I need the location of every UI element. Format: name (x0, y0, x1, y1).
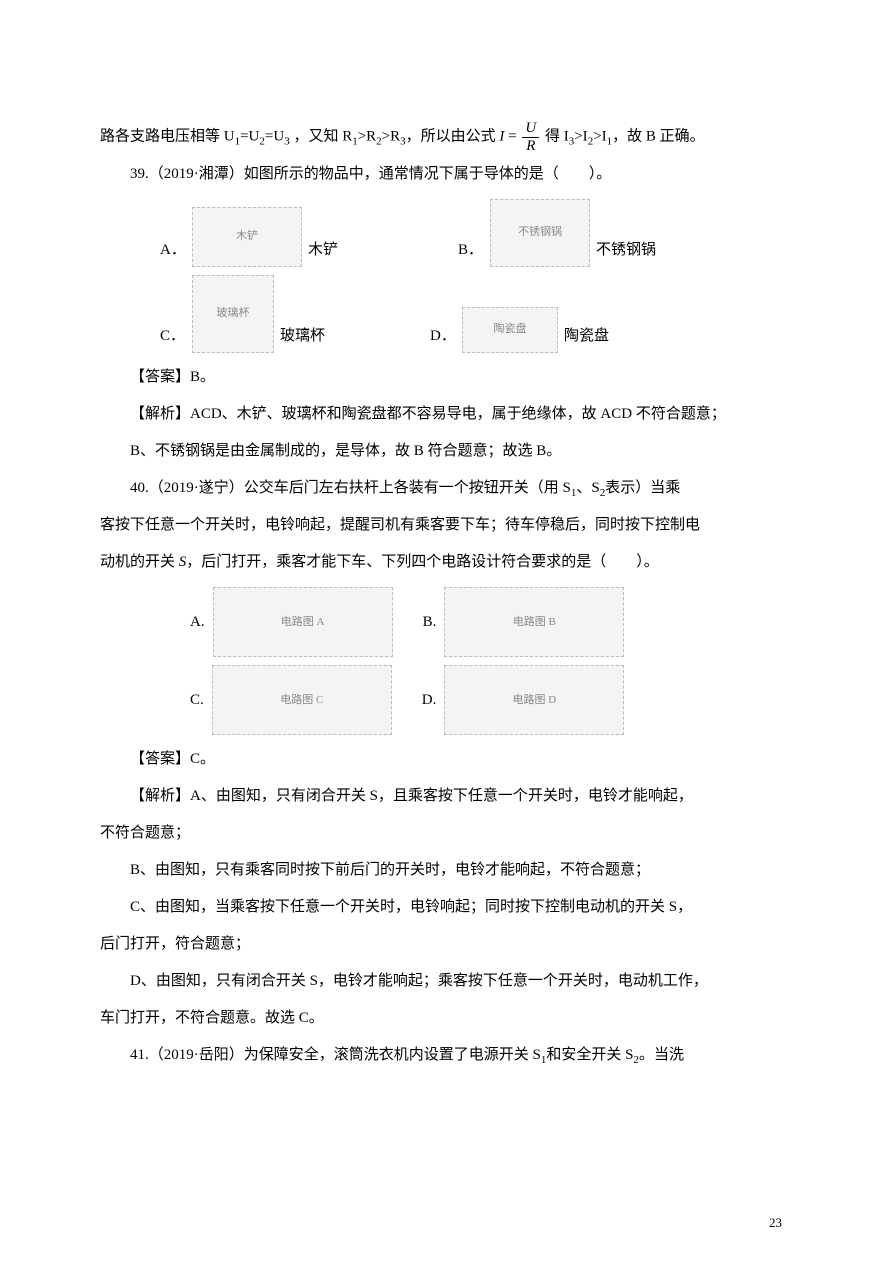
q40-exp-b: B、由图知，只有乘客同时按下前后门的开关时，电铃才能响起，不符合题意； (100, 854, 792, 887)
circuit-b-image: 电路图 B (444, 587, 624, 657)
q40-option-b: B. 电路图 B (423, 587, 625, 657)
text: 。当洗 (639, 1047, 684, 1063)
text: 得 I (541, 128, 569, 144)
q40-exp-d2: 车门打开，不符合题意。故选 C。 (100, 1002, 792, 1035)
text: ，又知 R (290, 128, 353, 144)
spatula-image: 木铲 (192, 207, 302, 267)
circuit-a-image: 电路图 A (213, 587, 393, 657)
q39-options-row2: C． 玻璃杯 玻璃杯 D． 陶瓷盘 陶瓷盘 (160, 275, 792, 353)
text: >I (593, 128, 606, 144)
numerator: U (522, 120, 539, 138)
q39-option-d: D． 陶瓷盘 陶瓷盘 (430, 307, 624, 353)
text: >I (574, 128, 587, 144)
text: 、S (576, 480, 599, 496)
formula-fraction: UR (522, 120, 539, 154)
circuit-c-image: 电路图 C (212, 665, 392, 735)
q39-explain-2: B、不锈钢锅是由金属制成的，是导体，故 B 符合题意；故选 B。 (100, 435, 792, 468)
q39-options-row1: A． 木铲 木铲 B． 不锈钢锅 不锈钢锅 (160, 199, 792, 267)
q40-circuit-row1: A. 电路图 A B. 电路图 B (190, 587, 792, 657)
ceramic-plate-image: 陶瓷盘 (462, 307, 558, 353)
q41-stem: 41.（2019·岳阳）为保障安全，滚筒洗衣机内设置了电源开关 S1和安全开关 … (100, 1039, 792, 1072)
text: 路各支路电压相等 U (100, 128, 235, 144)
option-label: D． (430, 320, 456, 353)
circuit-d-image: 电路图 D (444, 665, 624, 735)
q40-stem-2: 客按下任意一个开关时，电铃响起，提醒司机有乘客要下车；待车停稳后，同时按下控制电 (100, 509, 792, 542)
text: 动机的开关 (100, 554, 179, 570)
q40-exp-d: D、由图知，只有闭合开关 S，电铃才能响起；乘客按下任意一个开关时，电动机工作， (100, 965, 792, 998)
option-text: 木铲 (308, 234, 368, 267)
option-text: 玻璃杯 (280, 320, 340, 353)
page-number: 23 (769, 1209, 782, 1238)
option-text: 陶瓷盘 (564, 320, 624, 353)
q40-exp-a: 【解析】A、由图知，只有闭合开关 S，且乘客按下任意一个开关时，电铃才能响起， (100, 780, 792, 813)
text: >R (382, 128, 400, 144)
q39-option-c: C． 玻璃杯 玻璃杯 (160, 275, 340, 353)
text: ，所以由公式 (406, 128, 500, 144)
text: >R (358, 128, 376, 144)
text: =U (265, 128, 284, 144)
text: 40.（2019·遂宁）公交车后门左右扶杆上各装有一个按钮开关（用 S (130, 480, 571, 496)
text: =U (240, 128, 259, 144)
q40-option-c: C. 电路图 C (190, 665, 392, 735)
denominator: R (522, 138, 539, 155)
q40-exp-c2: 后门打开，符合题意； (100, 928, 792, 961)
q40-exp-a2: 不符合题意； (100, 817, 792, 850)
option-label: A． (160, 234, 186, 267)
text: 和安全开关 S (546, 1047, 633, 1063)
q39-explain-1: 【解析】ACD、木铲、玻璃杯和陶瓷盘都不容易导电，属于绝缘体，故 ACD 不符合… (100, 398, 792, 431)
option-label: C. (190, 684, 204, 717)
text: = (504, 128, 520, 144)
q40-exp-c: C、由图知，当乘客按下任意一个开关时，电铃响起；同时按下控制电动机的开关 S， (100, 891, 792, 924)
option-label: D. (422, 684, 437, 717)
text: 表示）当乘 (605, 480, 680, 496)
steel-pot-image: 不锈钢锅 (490, 199, 590, 267)
text: ，故 B 正确。 (612, 128, 705, 144)
q40-circuit-row2: C. 电路图 C D. 电路图 D (190, 665, 792, 735)
option-label: B. (423, 606, 437, 639)
q39-answer: 【答案】B。 (100, 361, 792, 394)
q40-option-a: A. 电路图 A (190, 587, 393, 657)
q40-option-d: D. 电路图 D (422, 665, 625, 735)
option-label: A. (190, 606, 205, 639)
text: 41.（2019·岳阳）为保障安全，滚筒洗衣机内设置了电源开关 S (130, 1047, 541, 1063)
option-text: 不锈钢锅 (596, 234, 656, 267)
q39-stem: 39.（2019·湘潭）如图所示的物品中，通常情况下属于导体的是（ ）。 (100, 158, 792, 191)
q39-option-b: B． 不锈钢锅 不锈钢锅 (458, 199, 656, 267)
option-label: B． (458, 234, 484, 267)
text: ，后门打开，乘客才能下车、下列四个电路设计符合要求的是（ ）。 (186, 554, 659, 570)
glass-cup-image: 玻璃杯 (192, 275, 274, 353)
intro-paragraph: 路各支路电压相等 U1=U2=U3 ，又知 R1>R2>R3，所以由公式 I =… (100, 120, 792, 154)
option-label: C． (160, 320, 186, 353)
q40-answer: 【答案】C。 (100, 743, 792, 776)
q39-option-a: A． 木铲 木铲 (160, 207, 368, 267)
q40-stem-1: 40.（2019·遂宁）公交车后门左右扶杆上各装有一个按钮开关（用 S1、S2表… (100, 472, 792, 505)
q40-stem-3: 动机的开关 S，后门打开，乘客才能下车、下列四个电路设计符合要求的是（ ）。 (100, 546, 792, 579)
